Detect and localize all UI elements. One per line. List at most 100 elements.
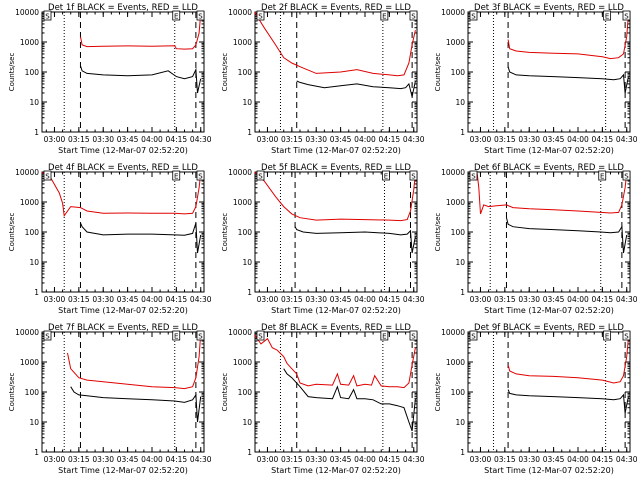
y-axis-label: Counts/sec: [8, 213, 16, 252]
flag-label: S: [198, 173, 203, 181]
x-axis-label: Start Time (12-Mar-07 02:52:20): [484, 306, 614, 315]
x-tick-label: 03:30: [305, 455, 327, 464]
x-tick-label: 03:15: [281, 295, 303, 304]
x-tick-label: 04:00: [141, 295, 163, 304]
chart-panel-2: Det 2f BLACK = Events, RED = LLD 1 10 100 10…: [221, 3, 425, 155]
x-tick-label: 03:30: [518, 295, 540, 304]
y-tick-label: 100: [451, 228, 466, 237]
x-axis-label: Start Time (12-Mar-07 02:52:20): [484, 466, 614, 475]
flag-label: S: [471, 13, 476, 21]
y-tick-label: 1000: [446, 38, 465, 47]
x-tick-label: 03:00: [470, 135, 492, 144]
x-tick-label: 03:15: [494, 135, 516, 144]
plot-frame: [254, 171, 418, 293]
y-tick-label: 100: [25, 68, 40, 77]
x-tick-label: 04:15: [166, 455, 188, 464]
x-tick-label: 03:15: [68, 135, 90, 144]
y-tick-label: 1: [247, 128, 252, 137]
y-tick-label: 1000: [20, 358, 39, 367]
y-tick-label: 1: [34, 448, 39, 457]
y-axis-label: Counts/sec: [434, 213, 442, 252]
x-tick-label: 04:30: [190, 455, 212, 464]
x-tick-label: 03:30: [305, 135, 327, 144]
chart-title: Det 4f BLACK = Events, RED = LLD: [48, 163, 198, 173]
x-tick-label: 03:30: [518, 455, 540, 464]
y-tick-label: 1000: [20, 38, 39, 47]
x-tick-label: 04:15: [166, 135, 188, 144]
flag-box: [256, 170, 265, 181]
chart-title: Det 5f BLACK = Events, RED = LLD: [261, 163, 411, 173]
y-tick-label: 10: [29, 258, 39, 267]
y-tick-label: 10000: [15, 168, 39, 177]
y-tick-label: 1: [247, 448, 252, 457]
x-tick-label: 03:15: [68, 455, 90, 464]
chart-panel-7: Det 7f BLACK = Events, RED = LLD 1 10 100 10…: [8, 323, 212, 475]
red-lld-series-line: [476, 173, 628, 215]
flag-label: S: [258, 13, 263, 21]
flag-label: E: [174, 173, 178, 181]
flag-box: [256, 10, 265, 21]
y-tick-label: 10: [455, 418, 465, 427]
flag-box: [196, 10, 205, 21]
flag-box: [43, 170, 52, 181]
red-lld-series-line: [507, 14, 629, 60]
y-tick-label: 1: [34, 128, 39, 137]
y-tick-label: 10: [242, 418, 252, 427]
x-tick-label: 04:00: [141, 135, 163, 144]
x-tick-label: 04:15: [592, 295, 614, 304]
x-tick-label: 04:30: [190, 295, 212, 304]
flag-label: S: [624, 333, 629, 341]
red-lld-series-line: [254, 11, 416, 77]
y-axis-label: Counts/sec: [434, 373, 442, 412]
flag-box: [172, 10, 181, 21]
x-tick-label: 03:45: [117, 135, 139, 144]
chart-title: Det 9f BLACK = Events, RED = LLD: [474, 323, 624, 333]
x-tick-label: 03:30: [92, 135, 114, 144]
x-tick-label: 04:00: [354, 135, 376, 144]
y-tick-label: 1000: [233, 198, 252, 207]
flag-label: S: [45, 173, 50, 181]
x-tick-label: 04:15: [592, 135, 614, 144]
flag-box: [469, 330, 478, 341]
x-tick-label: 03:15: [494, 455, 516, 464]
y-tick-label: 10000: [15, 328, 39, 337]
flag-box: [409, 10, 418, 21]
chart-title: Det 6f BLACK = Events, RED = LLD: [474, 163, 624, 173]
black-events-series-line: [80, 222, 202, 254]
flag-box: [43, 10, 52, 21]
flag-label: E: [174, 13, 178, 21]
flag-label: S: [411, 333, 416, 341]
plot-frame: [41, 171, 205, 293]
flag-label: E: [600, 173, 604, 181]
x-tick-label: 04:30: [403, 295, 425, 304]
y-tick-label: 100: [238, 68, 253, 77]
flag-box: [622, 170, 631, 181]
x-tick-label: 03:45: [117, 295, 139, 304]
y-tick-label: 10: [455, 98, 465, 107]
flag-box: [603, 330, 612, 341]
y-tick-label: 1000: [233, 38, 252, 47]
red-lld-series-line: [67, 333, 202, 390]
x-tick-label: 04:30: [616, 455, 638, 464]
y-axis-label: Counts/sec: [434, 53, 442, 92]
black-events-series-line: [70, 386, 202, 423]
y-tick-label: 10000: [228, 168, 252, 177]
chart-panel-6: Det 6f BLACK = Events, RED = LLD 1 10 100 10…: [434, 163, 638, 315]
flag-label: S: [624, 13, 629, 21]
y-tick-label: 10000: [15, 8, 39, 17]
y-tick-label: 10000: [228, 328, 252, 337]
y-tick-label: 10: [242, 98, 252, 107]
y-tick-label: 10: [242, 258, 252, 267]
x-tick-label: 03:00: [470, 455, 492, 464]
x-tick-label: 03:15: [68, 295, 90, 304]
y-tick-label: 10: [29, 98, 39, 107]
y-axis-label: Counts/sec: [221, 213, 229, 252]
x-tick-label: 03:45: [543, 135, 565, 144]
chart-title: Det 1f BLACK = Events, RED = LLD: [48, 3, 198, 13]
black-events-series-line: [296, 80, 416, 97]
flag-box: [409, 330, 418, 341]
y-tick-label: 100: [238, 228, 253, 237]
chart-title: Det 8f BLACK = Events, RED = LLD: [261, 323, 411, 333]
x-axis-label: Start Time (12-Mar-07 02:52:20): [58, 466, 188, 475]
chart-panel-5: Det 5f BLACK = Events, RED = LLD 1 10 100 10…: [221, 163, 425, 315]
